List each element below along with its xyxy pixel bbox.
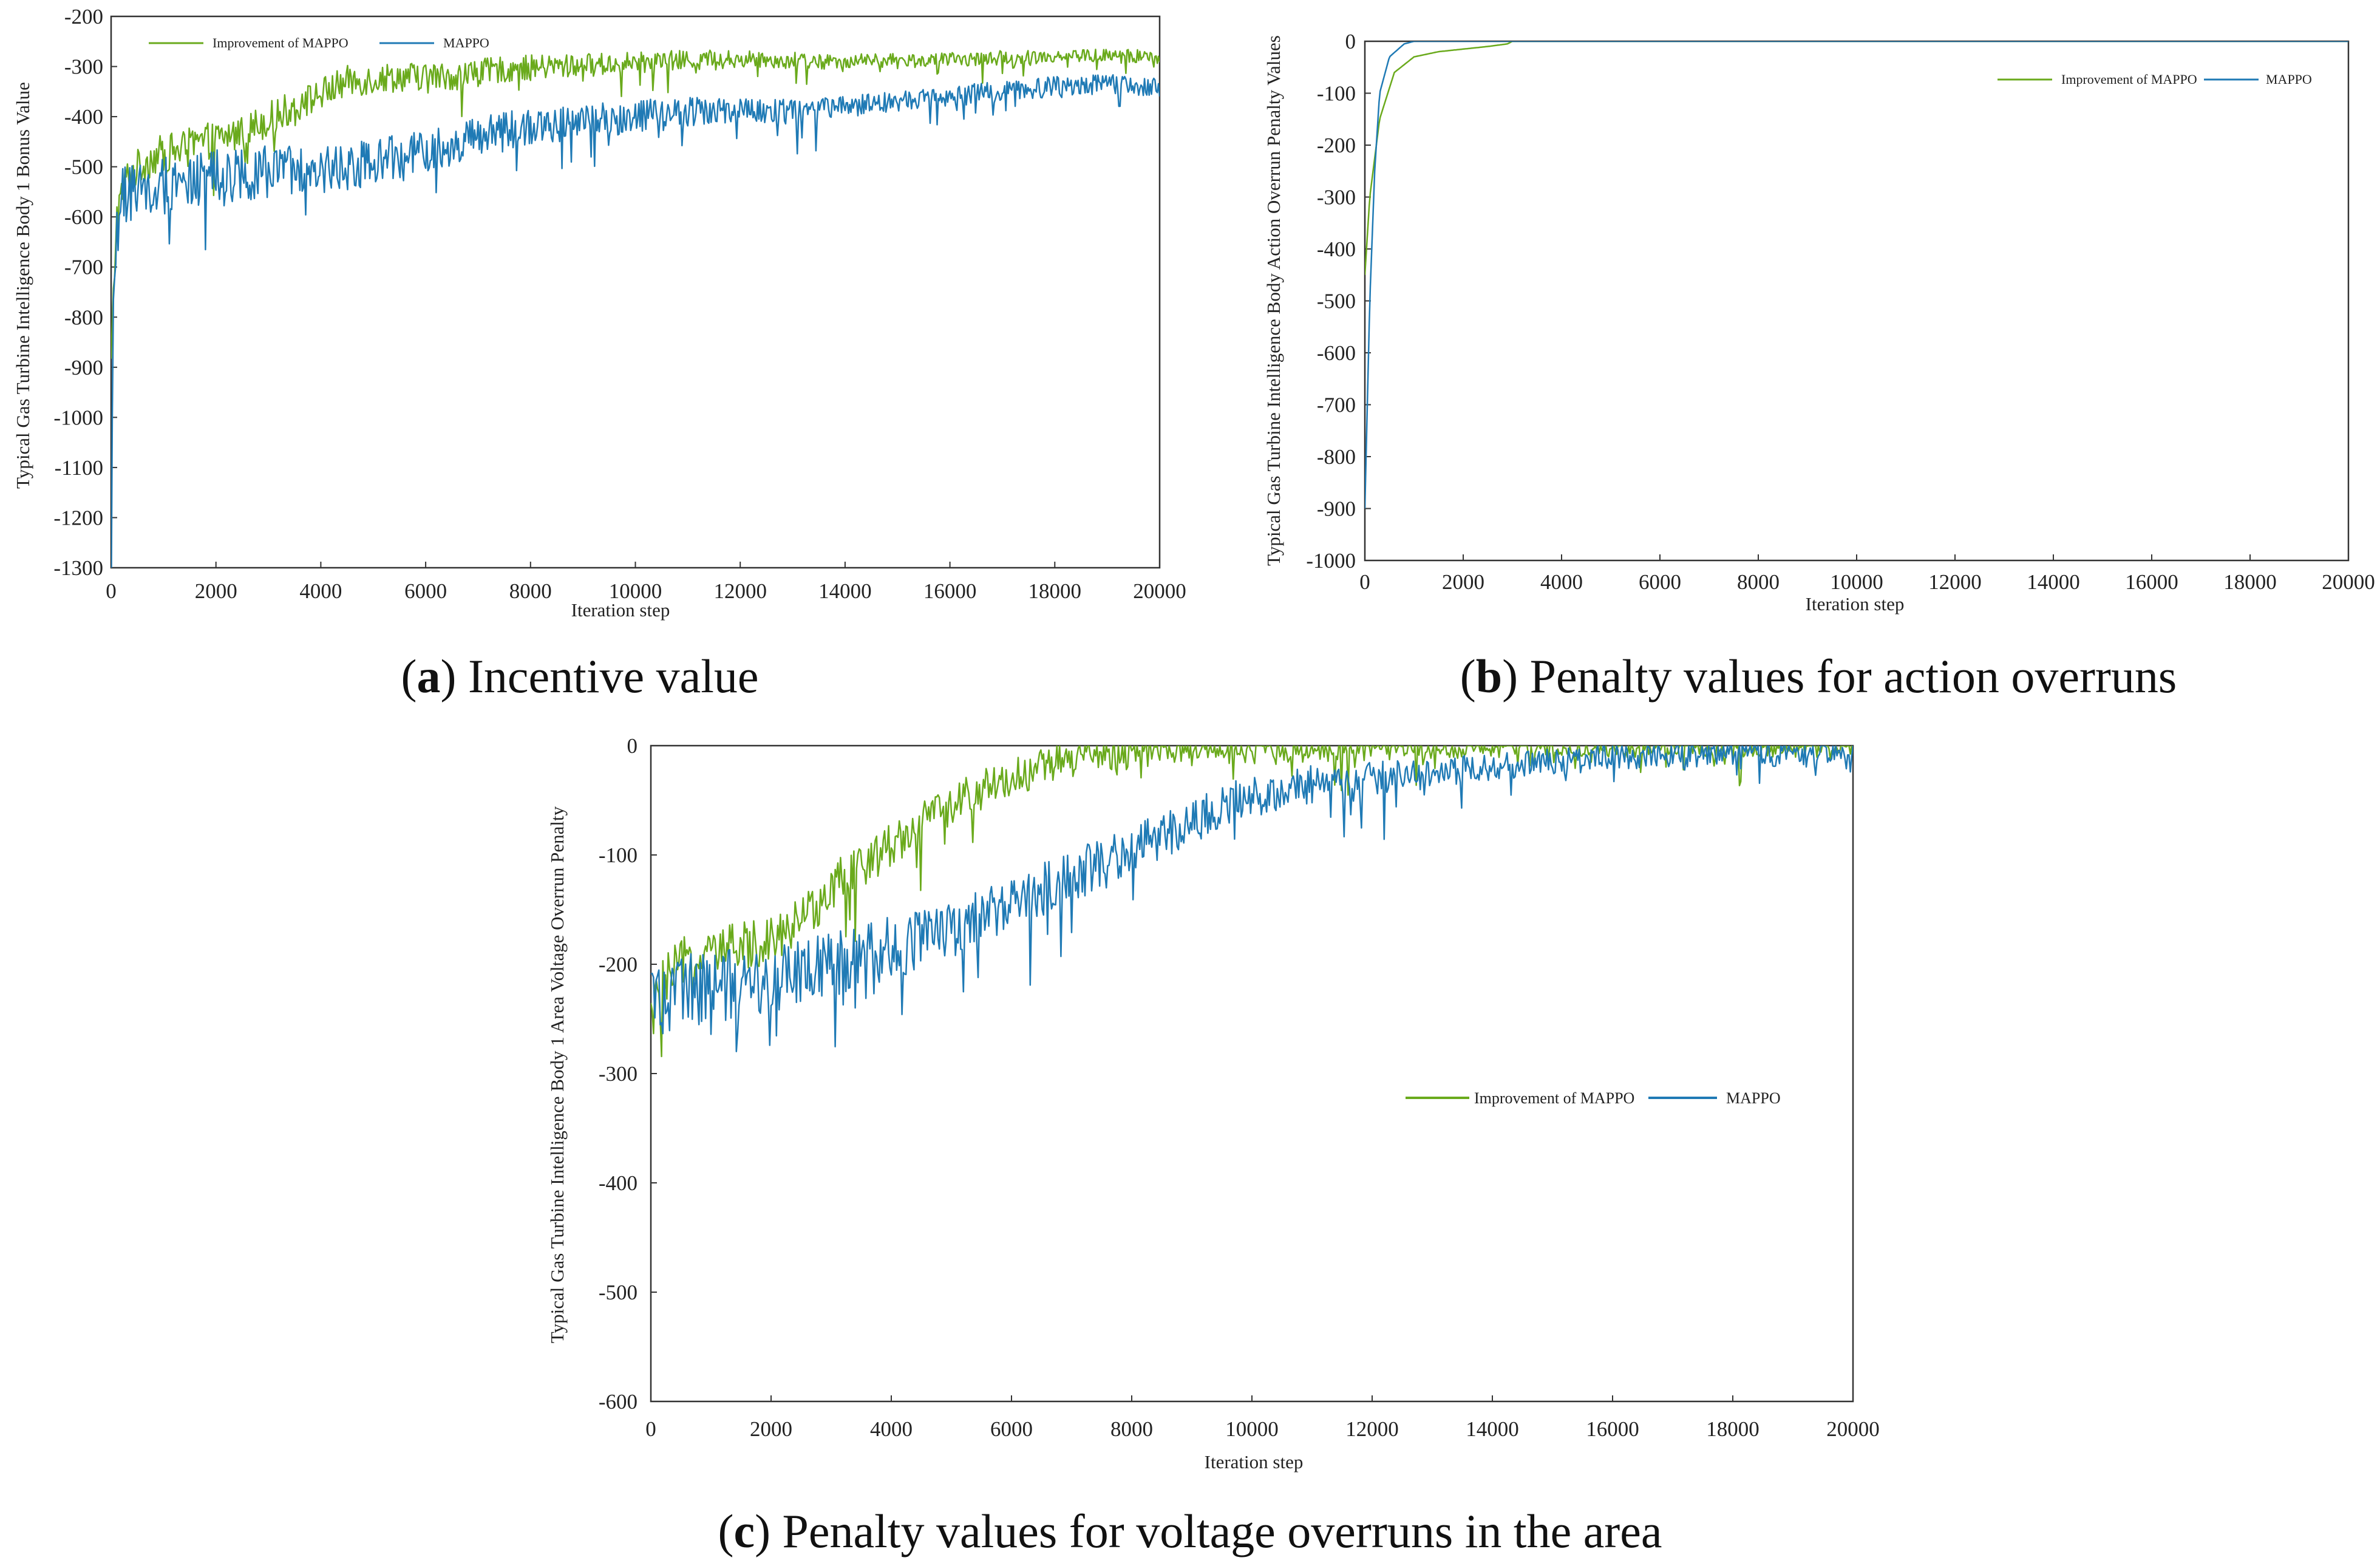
- y-axis-title-a: Typical Gas Turbine Intelligence Body 1 …: [12, 82, 33, 489]
- plot-area-b: 0 2000 4000 6000 8000 10000 12000 14000 16000 180…: [1306, 30, 2375, 594]
- y-tick-label-c: -300: [599, 1062, 638, 1086]
- x-tick-label-c: 16000: [1586, 1417, 1639, 1441]
- x-tick-label-c: 20000: [1826, 1417, 1880, 1441]
- caption-text-b: Penalty values for action overruns: [1518, 650, 2177, 703]
- x-tick-label-a: 14000: [818, 579, 872, 603]
- chart-panel-a: 0 2000 4000 6000 8000 10000 12000 14000 16000 180…: [12, 5, 1186, 703]
- x-tick-label-b: 16000: [2125, 570, 2178, 594]
- legend-label-improved-c: Improvement of MAPPO: [1474, 1089, 1634, 1107]
- y-tick-label-a: -200: [64, 5, 103, 29]
- x-tick-label-b: 18000: [2223, 570, 2277, 594]
- y-tick-label-b: -800: [1317, 445, 1356, 469]
- y-tick-label-c: -400: [599, 1171, 638, 1195]
- caption-text-a: Incentive value: [456, 650, 758, 703]
- y-tick-label-a: -900: [64, 356, 103, 380]
- x-tick-label-c: 14000: [1466, 1417, 1519, 1441]
- y-tick-label-c: -100: [599, 843, 638, 867]
- series-line-a-mappo: [111, 74, 1160, 568]
- series-line-c-mappo: [651, 746, 1853, 1052]
- legend-b: Improvement of MAPPO MAPPO: [1997, 72, 2312, 87]
- y-tick-label-a: -1100: [55, 456, 103, 480]
- y-tick-label-b: -200: [1317, 134, 1356, 157]
- y-tick-label-a: -800: [64, 305, 103, 329]
- x-tick-label-a: 12000: [713, 579, 767, 603]
- x-tick-label-a: 10000: [609, 579, 662, 603]
- y-tick-label-c: -600: [599, 1390, 638, 1414]
- legend-label-improved-a: Improvement of MAPPO: [212, 35, 348, 50]
- x-tick-label-b: 6000: [1639, 570, 1681, 594]
- x-tick-label-c: 8000: [1110, 1417, 1153, 1441]
- x-axis-title-a: Iteration step: [571, 599, 670, 621]
- legend-c: Improvement of MAPPO MAPPO: [1406, 1089, 1781, 1107]
- y-tick-label-a: -400: [64, 105, 103, 129]
- caption-b: (b) Penalty values for action overruns: [1460, 650, 2177, 703]
- y-tick-label-b: -400: [1317, 237, 1356, 261]
- y-tick-label-a: -500: [64, 155, 103, 179]
- caption-letter-a: a: [416, 650, 440, 703]
- x-tick-label-c: 4000: [870, 1417, 913, 1441]
- x-tick-label-a: 2000: [195, 579, 237, 603]
- x-tick-label-a: 16000: [923, 579, 977, 603]
- series-line-a-improved: [111, 49, 1160, 359]
- x-tick-label-a: 8000: [509, 579, 552, 603]
- y-tick-label-a: -700: [64, 256, 103, 279]
- plot-area-c: 0 2000 4000 6000 8000 10000 12000 14000 16000 180…: [599, 734, 1880, 1441]
- x-tick-label-c: 6000: [990, 1417, 1033, 1441]
- y-tick-label-a: -1300: [53, 556, 103, 580]
- x-tick-label-b: 2000: [1442, 570, 1484, 594]
- x-tick-label-b: 4000: [1540, 570, 1583, 594]
- y-tick-label-a: -1200: [53, 506, 103, 529]
- y-tick-label-c: 0: [627, 734, 638, 758]
- x-tick-label-a: 6000: [404, 579, 447, 603]
- legend-label-mappo-b: MAPPO: [2266, 72, 2312, 87]
- y-tick-label-a: -600: [64, 205, 103, 229]
- y-tick-label-b: -700: [1317, 393, 1356, 417]
- x-tick-label-a: 0: [106, 579, 117, 603]
- x-axis-title-c: Iteration step: [1205, 1451, 1304, 1472]
- caption-a: (a) Incentive value: [401, 650, 758, 703]
- legend-label-mappo-c: MAPPO: [1726, 1089, 1781, 1107]
- x-tick-label-b: 10000: [1830, 570, 1883, 594]
- y-axis-title-c: Typical Gas Turbine Intelligence Body 1 …: [546, 806, 568, 1343]
- y-tick-label-b: -600: [1317, 341, 1356, 365]
- caption-c: (c) Penalty values for voltage overruns …: [718, 1505, 1662, 1557]
- y-tick-label-b: -100: [1317, 82, 1356, 106]
- legend-label-improved-b: Improvement of MAPPO: [2061, 72, 2197, 87]
- x-tick-label-c: 2000: [750, 1417, 792, 1441]
- x-tick-label-b: 12000: [1928, 570, 1982, 594]
- x-tick-label-b: 0: [1359, 570, 1370, 594]
- caption-letter-b: b: [1476, 650, 1502, 703]
- x-tick-label-c: 0: [645, 1417, 656, 1441]
- caption-letter-c: c: [733, 1505, 755, 1557]
- y-axis-title-b: Typical Gas Turbine Intelligence Body Ac…: [1263, 35, 1284, 566]
- x-tick-label-b: 14000: [2027, 570, 2080, 594]
- x-tick-label-c: 12000: [1345, 1417, 1399, 1441]
- chart-panel-b: 0 2000 4000 6000 8000 10000 12000 14000 16000 180…: [1263, 30, 2375, 703]
- y-tick-label-c: -500: [599, 1281, 638, 1304]
- y-tick-label-b: -1000: [1306, 549, 1356, 573]
- caption-text-c: Penalty values for voltage overruns in t…: [770, 1505, 1662, 1557]
- x-tick-label-b: 20000: [2322, 570, 2375, 594]
- x-tick-label-b: 8000: [1737, 570, 1780, 594]
- y-tick-label-b: -300: [1317, 186, 1356, 209]
- x-tick-label-a: 4000: [299, 579, 342, 603]
- y-tick-label-b: -500: [1317, 290, 1356, 313]
- x-tick-label-c: 10000: [1225, 1417, 1279, 1441]
- plot-area-a: 0 2000 4000 6000 8000 10000 12000 14000 16000 180…: [53, 5, 1186, 603]
- x-axis-title-b: Iteration step: [1806, 593, 1905, 614]
- chart-panel-c: 0 2000 4000 6000 8000 10000 12000 14000 16000 180…: [546, 734, 1880, 1557]
- x-tick-label-a: 18000: [1028, 579, 1082, 603]
- y-tick-label-c: -200: [599, 953, 638, 976]
- y-tick-label-b: 0: [1345, 30, 1356, 53]
- legend-a: Improvement of MAPPO MAPPO: [149, 35, 489, 50]
- y-tick-label-a: -300: [64, 55, 103, 79]
- y-tick-label-a: -1000: [53, 406, 103, 429]
- x-tick-label-a: 20000: [1133, 579, 1186, 603]
- y-tick-label-b: -900: [1317, 497, 1356, 521]
- x-tick-label-c: 18000: [1706, 1417, 1759, 1441]
- legend-label-mappo-a: MAPPO: [443, 35, 489, 50]
